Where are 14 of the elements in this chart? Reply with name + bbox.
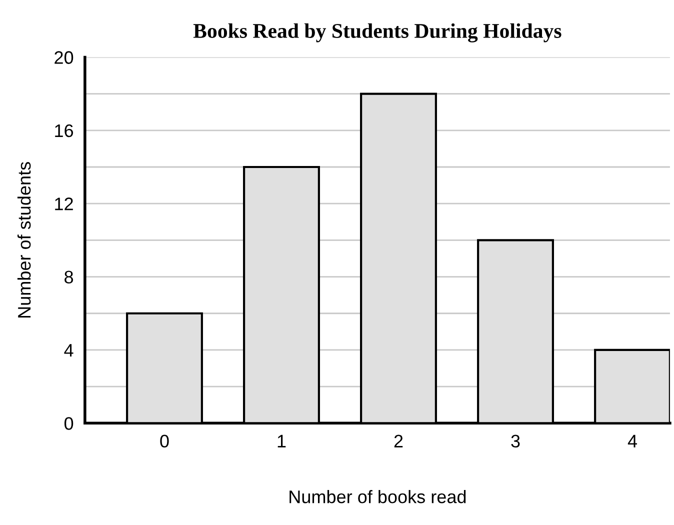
y-tick-label: 0 xyxy=(64,417,74,430)
x-tick-label: 3 xyxy=(511,434,520,448)
x-tick-label: 0 xyxy=(160,434,169,448)
x-axis-title: Number of books read xyxy=(290,490,466,504)
x-tick-label: 1 xyxy=(278,434,286,448)
y-tick-label: 4 xyxy=(64,344,74,357)
chart-title: Books Read by Students During Holidays xyxy=(193,23,562,42)
y-tick-label: 20 xyxy=(54,51,74,64)
y-tick-label: 16 xyxy=(55,124,74,138)
y-tick-label: 8 xyxy=(64,270,74,284)
x-tick-label: 2 xyxy=(394,434,403,448)
y-axis-title: Number of students xyxy=(17,162,31,318)
x-tick-label: 4 xyxy=(628,434,638,448)
y-tick-label: 12 xyxy=(55,198,73,210)
